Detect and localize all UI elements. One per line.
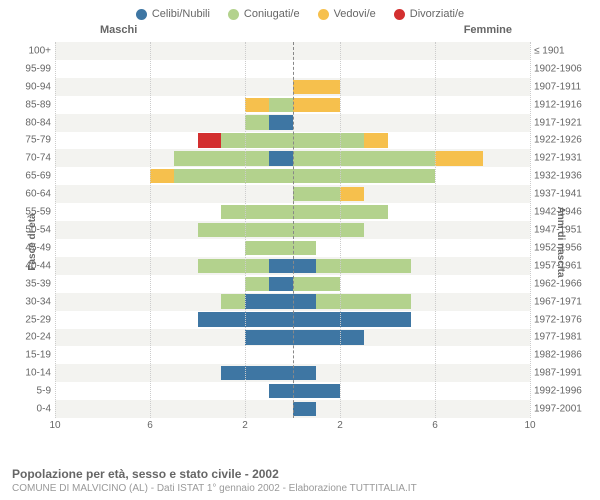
birth-label: 1907-1911 (534, 81, 592, 92)
pyramid-chart: Fasce di età Anni di nascita 100+≤ 19019… (0, 42, 600, 442)
age-label: 70-74 (17, 153, 51, 164)
age-label: 100+ (17, 45, 51, 56)
legend-item: Coniugati/e (228, 8, 300, 20)
gridline (435, 42, 436, 418)
legend-label: Vedovi/e (334, 8, 376, 20)
birth-label: 1977-1981 (534, 332, 592, 343)
birth-label: 1947-1951 (534, 225, 592, 236)
age-label: 75-79 (17, 135, 51, 146)
footer-title: Popolazione per età, sesso e stato civil… (12, 467, 588, 481)
x-tick: 10 (524, 420, 535, 431)
legend-item: Divorziati/e (394, 8, 464, 20)
age-label: 40-44 (17, 260, 51, 271)
legend-swatch (136, 9, 147, 20)
age-label: 50-54 (17, 225, 51, 236)
birth-label: 1962-1966 (534, 278, 592, 289)
age-label: 15-19 (17, 350, 51, 361)
x-axis-ticks: 10622610 (55, 420, 530, 434)
age-label: 0-4 (17, 404, 51, 415)
legend-label: Divorziati/e (410, 8, 464, 20)
gridline (245, 42, 246, 418)
age-label: 65-69 (17, 171, 51, 182)
birth-label: 1937-1941 (534, 189, 592, 200)
legend-label: Celibi/Nubili (152, 8, 210, 20)
x-tick: 2 (337, 420, 343, 431)
legend-swatch (318, 9, 329, 20)
legend-item: Vedovi/e (318, 8, 376, 20)
birth-label: 1942-1946 (534, 207, 592, 218)
age-label: 25-29 (17, 314, 51, 325)
footer-subtitle: COMUNE DI MALVICINO (AL) - Dati ISTAT 1°… (12, 483, 588, 494)
age-label: 85-89 (17, 99, 51, 110)
birth-label: 1932-1936 (534, 171, 592, 182)
x-tick: 6 (432, 420, 438, 431)
gridline (530, 42, 531, 418)
birth-label: 1992-1996 (534, 386, 592, 397)
x-tick: 10 (49, 420, 60, 431)
birth-label: 1957-1961 (534, 260, 592, 271)
gridline (340, 42, 341, 418)
age-label: 20-24 (17, 332, 51, 343)
header-maschi: Maschi (100, 24, 137, 36)
birth-label: 1987-1991 (534, 368, 592, 379)
x-tick: 6 (147, 420, 153, 431)
legend-label: Coniugati/e (244, 8, 300, 20)
age-label: 60-64 (17, 189, 51, 200)
birth-label: 1912-1916 (534, 99, 592, 110)
gender-headers: Maschi Femmine (0, 24, 600, 40)
birth-label: 1982-1986 (534, 350, 592, 361)
legend-swatch (228, 9, 239, 20)
age-label: 10-14 (17, 368, 51, 379)
gridline (55, 42, 56, 418)
birth-label: 1972-1976 (534, 314, 592, 325)
birth-label: 1997-2001 (534, 404, 592, 415)
gridline (150, 42, 151, 418)
age-label: 35-39 (17, 278, 51, 289)
age-label: 55-59 (17, 207, 51, 218)
gridlines (55, 42, 530, 418)
birth-label: 1927-1931 (534, 153, 592, 164)
birth-label: 1967-1971 (534, 296, 592, 307)
header-femmine: Femmine (464, 24, 512, 36)
age-label: 45-49 (17, 242, 51, 253)
plot-area: 100+≤ 190195-991902-190690-941907-191185… (55, 42, 530, 418)
birth-label: 1902-1906 (534, 63, 592, 74)
birth-label: 1922-1926 (534, 135, 592, 146)
age-label: 30-34 (17, 296, 51, 307)
chart-footer: Popolazione per età, sesso e stato civil… (12, 467, 588, 494)
legend-swatch (394, 9, 405, 20)
legend: Celibi/Nubili Coniugati/e Vedovi/e Divorzia… (0, 0, 600, 24)
birth-label: 1917-1921 (534, 117, 592, 128)
birth-label: 1952-1956 (534, 242, 592, 253)
centerline (293, 42, 294, 418)
age-label: 95-99 (17, 63, 51, 74)
birth-label: ≤ 1901 (534, 45, 592, 56)
age-label: 5-9 (17, 386, 51, 397)
age-label: 90-94 (17, 81, 51, 92)
age-label: 80-84 (17, 117, 51, 128)
legend-item: Celibi/Nubili (136, 8, 210, 20)
x-tick: 2 (242, 420, 248, 431)
